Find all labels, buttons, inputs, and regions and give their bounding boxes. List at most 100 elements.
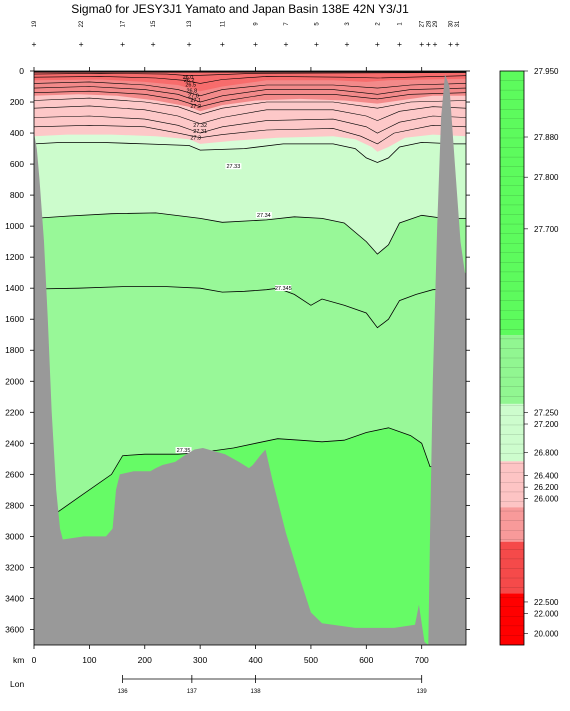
colorbar-segment-6 xyxy=(500,593,524,645)
contour-label-bg-0 xyxy=(225,163,242,170)
y-tick-label-17: 3400 xyxy=(5,593,24,603)
contour-line-3 xyxy=(55,427,466,514)
station-label-14: 29 xyxy=(433,20,439,27)
colorbar-label-1: 27.880 xyxy=(534,133,559,142)
plot-frame xyxy=(33,70,467,646)
upper-contour-5 xyxy=(34,97,466,115)
chart-title: Sigma0 for JESY3J1 Yamato and Japan Basi… xyxy=(71,2,409,16)
x-tick-label-5: 500 xyxy=(304,655,318,665)
y-tick-label-5: 1000 xyxy=(5,221,24,231)
station-plus-7: + xyxy=(284,39,289,49)
y-tick-label-13: 2600 xyxy=(5,469,24,479)
station-label-4: 13 xyxy=(187,20,193,27)
upper-contour-label-1: 27.31 xyxy=(193,129,207,135)
station-label-5: 11 xyxy=(220,20,226,27)
station-plus-1: + xyxy=(79,39,84,49)
upper-contour-label-2: 27.32 xyxy=(193,123,207,129)
y-tick-label-2: 400 xyxy=(10,128,24,138)
y-tick-label-7: 1400 xyxy=(5,283,24,293)
x-tick-label-0: 0 xyxy=(32,655,37,665)
station-plus-12: + xyxy=(419,39,424,49)
station-plus-15: + xyxy=(448,39,453,49)
colorbar-label-9: 26.000 xyxy=(534,495,559,504)
upper-contour-label-9: 26.0 xyxy=(183,75,194,81)
contour-line-1 xyxy=(34,212,466,255)
contour-label-2: 27.345 xyxy=(275,286,292,292)
station-label-10: 2 xyxy=(375,22,381,26)
lon-tick-label-2: 138 xyxy=(251,689,262,695)
colorbar-segment-2 xyxy=(500,403,524,462)
station-plus-9: + xyxy=(344,39,349,49)
colorbar-label-2: 27.800 xyxy=(534,173,559,182)
upper-contour-2 xyxy=(34,81,466,97)
x-tick-label-3: 300 xyxy=(193,655,207,665)
y-tick-label-4: 800 xyxy=(10,190,24,200)
contour-line-0 xyxy=(34,141,466,163)
upper-contour-6 xyxy=(34,105,466,125)
colorbar-label-5: 27.200 xyxy=(534,420,559,429)
y-tick-label-14: 2800 xyxy=(5,500,24,510)
colorbar-label-6: 26.800 xyxy=(534,449,559,458)
station-markers: 19 +22 +17 +15 +13 +11 +9 +7 +5 +3 +2 +1 +27 +28 +29 +3… xyxy=(32,20,462,49)
station-plus-14: + xyxy=(433,39,438,49)
lon-tick-label-0: 136 xyxy=(118,689,129,695)
station-plus-0: + xyxy=(32,39,37,49)
plot-layers: 27.3327.3427.34527.3527.327.3127.3227.22… xyxy=(34,71,466,645)
upper-contour-7 xyxy=(34,115,466,134)
colorbar-label-8: 26.200 xyxy=(534,483,559,492)
station-plus-11: + xyxy=(397,39,402,49)
axes: 0200400600800100012001400160018002000220… xyxy=(5,66,470,695)
x-tick-label-6: 600 xyxy=(359,655,373,665)
colorbar-segment-5 xyxy=(500,541,524,594)
colorbar-label-0: 27.950 xyxy=(534,67,559,76)
colorbar-frame xyxy=(499,70,525,646)
y-tick-label-15: 3000 xyxy=(5,531,24,541)
lon-tick-label-3: 139 xyxy=(417,689,428,695)
contour-label-3: 27.35 xyxy=(177,448,191,454)
y-tick-label-8: 1600 xyxy=(5,314,24,324)
station-label-16: 31 xyxy=(455,20,461,27)
upper-contour-label-7: 26.5 xyxy=(185,83,196,89)
x-tick-label-4: 400 xyxy=(248,655,262,665)
station-label-9: 3 xyxy=(345,22,351,26)
upper-contour-label-4: 27.1 xyxy=(190,98,201,104)
station-plus-13: + xyxy=(426,39,431,49)
y-tick-label-1: 200 xyxy=(10,97,24,107)
contour-label-bg-3 xyxy=(175,447,192,454)
y-tick-label-6: 1200 xyxy=(5,252,24,262)
station-label-6: 9 xyxy=(254,22,260,26)
station-label-0: 19 xyxy=(32,20,38,27)
station-label-7: 7 xyxy=(284,22,290,26)
upper-contour-label-3: 27.2 xyxy=(190,104,201,110)
upper-contour-label-0: 27.3 xyxy=(190,135,201,141)
y-tick-label-0: 0 xyxy=(19,66,24,76)
upper-contour-3 xyxy=(34,86,466,103)
station-label-8: 5 xyxy=(314,22,320,26)
colorbar: 27.950 27.880 27.800 27.700 27.250 27.200 26.8… xyxy=(499,67,559,646)
bathymetry-land xyxy=(34,74,466,645)
lon-tick-label-1: 137 xyxy=(187,689,198,695)
y-tick-label-16: 3200 xyxy=(5,562,24,572)
colorbar-segment-4 xyxy=(500,507,524,542)
colorbar-label-4: 27.250 xyxy=(534,409,559,418)
colorbar-label-3: 27.700 xyxy=(534,225,559,234)
contour-label-bg-1 xyxy=(255,212,272,219)
upper-contour-8 xyxy=(34,124,466,145)
y-tick-label-10: 2000 xyxy=(5,376,24,386)
y-tick-label-18: 3600 xyxy=(5,624,24,634)
station-label-15: 30 xyxy=(448,20,454,27)
upper-contour-0 xyxy=(34,72,466,77)
station-label-1: 22 xyxy=(79,20,85,27)
station-plus-2: + xyxy=(120,39,125,49)
station-plus-8: + xyxy=(314,39,319,49)
y-tick-label-3: 600 xyxy=(10,159,24,169)
upper-contour-4 xyxy=(34,90,466,108)
station-label-11: 1 xyxy=(398,22,404,26)
upper-contour-1 xyxy=(34,75,466,84)
upper-contour-label-5: 27.0 xyxy=(188,93,199,99)
station-label-3: 15 xyxy=(151,20,157,27)
upper-contour-label-8: 26.2 xyxy=(184,78,195,84)
colorbar-label-10: 22.500 xyxy=(534,598,559,607)
upper-contour-label-6: 26.8 xyxy=(186,89,197,95)
